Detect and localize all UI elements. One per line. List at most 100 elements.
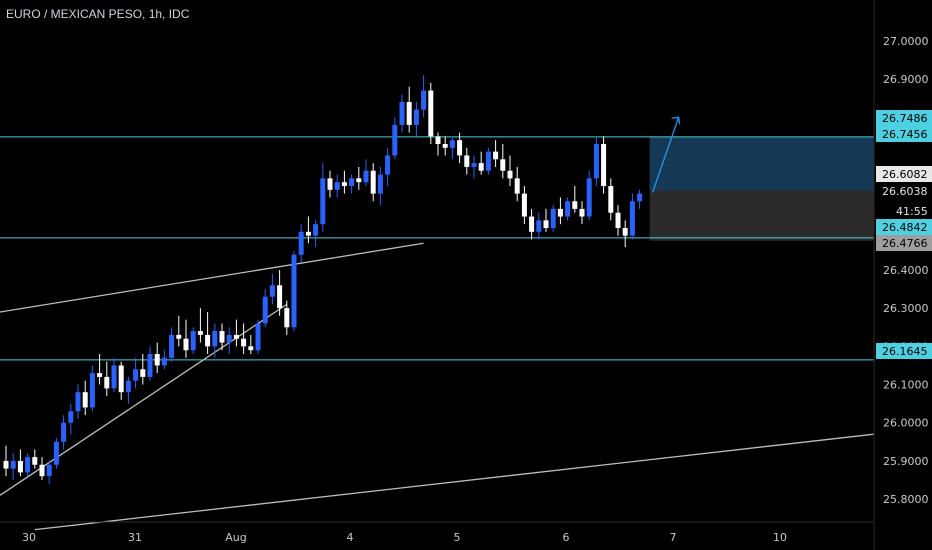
candle <box>205 312 211 354</box>
time-tick: 6 <box>563 531 570 544</box>
bottom-channel-line[interactable] <box>34 433 875 531</box>
candle <box>320 163 326 232</box>
price-tick: 26.4000 <box>883 264 929 277</box>
candle <box>356 166 362 190</box>
price-tag: 26.1645 <box>876 343 932 359</box>
candle <box>190 327 196 354</box>
candle <box>500 144 506 179</box>
price-tick: 26.1000 <box>883 379 929 392</box>
time-tick: 31 <box>128 531 142 544</box>
candle <box>233 319 239 347</box>
candle <box>622 220 628 248</box>
price-tag: 26.6082 <box>876 166 932 182</box>
candle <box>284 300 290 335</box>
candle <box>53 438 59 469</box>
price-axis[interactable]: 27.000026.900026.800026.600026.400026.30… <box>883 35 929 506</box>
candle <box>493 140 499 167</box>
candle <box>269 273 275 305</box>
price-tag: 26.7456 <box>876 126 932 142</box>
candle <box>421 75 427 118</box>
candle <box>82 380 88 416</box>
candle <box>399 94 405 133</box>
candle <box>61 415 67 450</box>
candle <box>197 308 203 343</box>
candle <box>349 174 355 194</box>
candle <box>169 327 175 362</box>
candle <box>104 361 110 396</box>
candle <box>313 220 319 248</box>
candle <box>125 376 131 404</box>
candle <box>514 166 520 202</box>
candle <box>89 365 95 412</box>
candle <box>334 174 340 198</box>
candle <box>39 457 45 480</box>
candle <box>550 205 556 232</box>
candle <box>3 445 9 477</box>
candle <box>536 212 542 240</box>
candle <box>615 205 621 236</box>
svg-text:26.6038: 26.6038 <box>882 185 928 198</box>
lower-support-line[interactable] <box>0 303 288 496</box>
candle <box>97 354 103 385</box>
candle <box>363 159 369 186</box>
candle <box>133 357 139 389</box>
svg-text:26.1645: 26.1645 <box>882 345 928 358</box>
candle <box>637 189 643 209</box>
price-tag: 41:55 <box>876 203 932 219</box>
candle <box>435 132 441 156</box>
stop-zone[interactable] <box>649 190 874 241</box>
candle <box>212 323 218 358</box>
svg-text:26.7456: 26.7456 <box>882 128 928 141</box>
upper-channel-line[interactable] <box>0 242 424 313</box>
candle <box>608 178 614 221</box>
candle <box>586 170 592 221</box>
candle <box>17 449 23 477</box>
svg-text:41:55: 41:55 <box>896 205 928 218</box>
candle <box>478 151 484 175</box>
candle <box>579 201 585 225</box>
candle <box>255 319 261 354</box>
candle <box>449 136 455 160</box>
candle <box>140 354 146 385</box>
candle <box>377 166 383 206</box>
price-tick: 26.0000 <box>883 417 929 430</box>
candle <box>572 186 578 213</box>
candle <box>442 136 448 156</box>
price-tick: 25.9000 <box>883 455 929 468</box>
candle <box>521 186 527 225</box>
candle <box>226 327 232 354</box>
time-tick: Aug <box>225 531 246 544</box>
time-axis[interactable]: 30 31 Aug 4 5 6 7 10 <box>22 531 787 544</box>
price-tag: 26.6038 <box>876 183 932 199</box>
time-tick: 10 <box>773 531 787 544</box>
candle <box>601 136 607 194</box>
candle <box>341 170 347 194</box>
candle <box>413 102 419 137</box>
time-tick: 5 <box>454 531 461 544</box>
projection-arrow[interactable] <box>651 116 681 193</box>
price-tag: 26.4766 <box>876 235 932 251</box>
candle <box>241 323 247 354</box>
target-zone[interactable] <box>649 136 874 191</box>
candle <box>565 197 571 221</box>
candle <box>428 82 434 144</box>
candle <box>593 136 599 186</box>
candle <box>529 208 535 240</box>
candle <box>507 155 513 186</box>
candle <box>111 357 117 393</box>
candle <box>543 208 549 232</box>
candle <box>219 323 225 351</box>
candle <box>305 216 311 244</box>
trendlines[interactable] <box>0 242 875 531</box>
position-box[interactable] <box>649 136 874 241</box>
candle <box>557 197 563 225</box>
candle <box>370 163 376 202</box>
svg-text:26.7486: 26.7486 <box>882 112 928 125</box>
price-tags: 26.7486 26.7456 26.6082 26.6038 41:55 26.4842… <box>876 110 932 359</box>
candle <box>262 289 268 328</box>
candle <box>457 132 463 164</box>
candle <box>176 315 182 347</box>
candle <box>118 361 124 400</box>
svg-text:26.4766: 26.4766 <box>882 237 928 250</box>
